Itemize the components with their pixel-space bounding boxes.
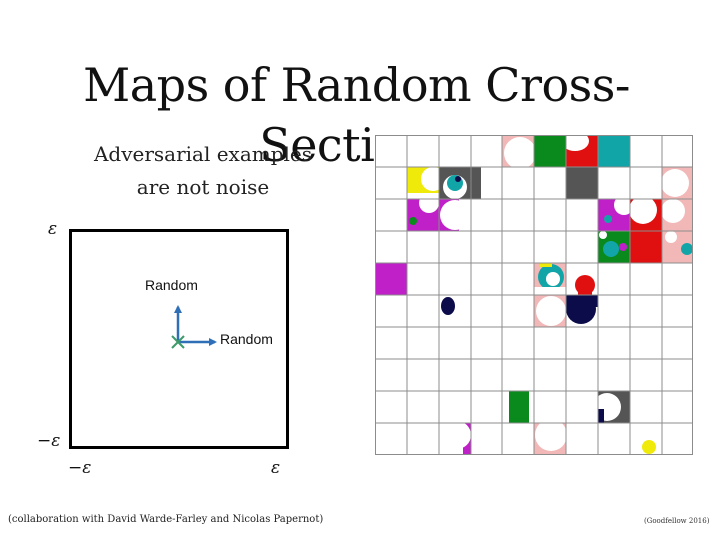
subtitle-line-2: are not noise [136,175,270,199]
arrow-up-label: Random [145,277,198,293]
grid-cell-green-teal [598,231,630,263]
grid-cell-yellow-blob [407,167,439,199]
grid-cell-green [534,135,566,167]
grid-cell-magenta-blob [407,199,439,231]
grid-cell-red-blob [566,135,598,167]
map-grid-svg [375,135,693,455]
grid-cell-magenta-teal [598,199,630,231]
cross-section-map-grid [375,135,693,455]
grid-cell-pink-sliver [534,423,566,455]
neg-epsilon-left-label: −ε [37,431,61,451]
subtitle-line-1: Adversarial examples [93,142,313,166]
grid-cell-yellow-teal [534,263,566,295]
arrow-right-label: Random [220,331,273,347]
epsilon-bottom-label: ε [271,458,281,478]
citation-credit: (Goodfellow 2016) [644,517,710,525]
grid-cell-red-blob-2 [575,275,595,295]
grid-cell-yellow-bottom [642,440,656,454]
grid-cell-pink-blob [502,135,534,167]
grid-cell-red-white [630,199,662,231]
subtitle: Adversarial examples are not noise [62,138,344,204]
grid-cell-pink-left [534,295,566,327]
grid-cell-teal [598,135,630,167]
grid-cell-gray-teal-blob [439,167,471,199]
epsilon-top-label: ε [48,219,58,239]
origin-cross-icon [171,335,185,349]
grid-cell-navy-blob [441,297,455,315]
grid-cell-pink-corner [662,199,693,231]
neg-epsilon-bottom-label: −ε [68,458,92,478]
grid-cell-green-bottom [502,391,534,423]
grid-cell-navy-large [566,295,598,324]
grid-cell-pink-edge [662,167,693,199]
cross-section-box: Random Random [69,229,289,449]
grid-cell-magenta-white [439,199,471,231]
grid-cell-magenta [375,263,407,295]
collaboration-credit: (collaboration with David Warde-Farley a… [8,514,324,525]
grid-cell-gray-corner [471,167,503,199]
grid-cell-gray-navy [598,391,630,423]
grid-lines [375,135,693,455]
grid-cell-pink-teal [662,231,693,263]
grid-cell-red [630,231,662,263]
grid-cell-magenta-sliver [443,423,471,455]
random-directions-diagram [171,305,217,349]
grid-cell-gray [566,167,598,199]
